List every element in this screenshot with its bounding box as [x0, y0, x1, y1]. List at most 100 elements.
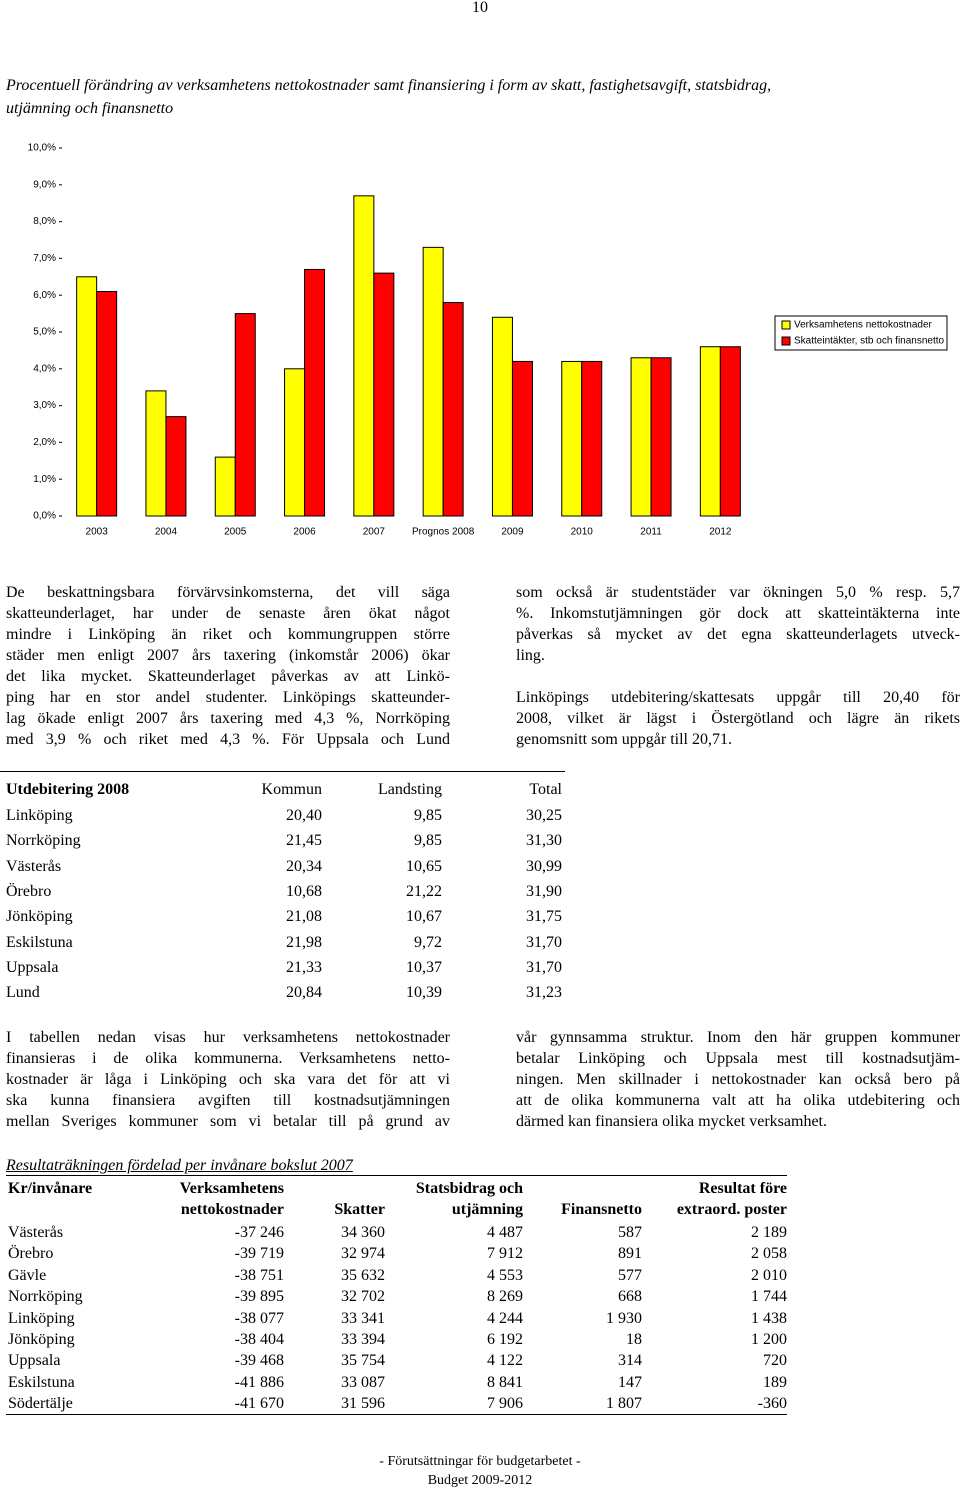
y-tick-label: 6,0%	[33, 290, 56, 301]
x-tick-label: 2011	[640, 527, 662, 538]
bar	[630, 357, 652, 517]
table-cell: 7 912	[487, 1245, 523, 1263]
bar	[304, 268, 326, 517]
row-label: Uppsala	[6, 958, 59, 976]
row-label: Norrköping	[6, 832, 81, 850]
bar	[581, 360, 603, 517]
bar	[491, 316, 513, 517]
y-tick-label: 0,0%	[33, 511, 56, 522]
row-label: Jönköping	[8, 1331, 75, 1348]
row-label: Uppsala	[8, 1352, 61, 1370]
row-label: Eskilstuna	[6, 933, 73, 951]
table-cell: 30,25	[526, 807, 562, 824]
bar	[511, 360, 533, 517]
column-header: Kr/invånare	[8, 1180, 93, 1197]
table-cell: 189	[763, 1373, 787, 1391]
column-header: Skatter	[334, 1201, 385, 1218]
table-cell: 4 244	[487, 1309, 523, 1327]
bar	[353, 195, 375, 517]
text-line: därmed kan finansiera olika mycket verks…	[516, 1113, 827, 1130]
text-line: mellan Sveriges kommuner som vi betalar …	[6, 1113, 450, 1130]
row-label: Jönköping	[6, 908, 73, 926]
table-cell: 10,37	[406, 958, 442, 976]
table-cell: Landsting	[378, 781, 442, 798]
column-header: nettokostnader	[180, 1201, 284, 1218]
table-cell: 2 058	[751, 1245, 787, 1263]
table-cell: 33 394	[341, 1331, 385, 1348]
y-tick-label: 7,0%	[33, 253, 56, 264]
table-cell: 891	[618, 1245, 642, 1263]
table-cell: -38 404	[234, 1331, 284, 1348]
table-cell: 21,45	[286, 832, 322, 850]
bar	[422, 246, 444, 517]
table-cell: 33 341	[341, 1309, 385, 1327]
table-cell: 668	[618, 1288, 642, 1306]
text-line: ling.	[516, 647, 545, 664]
legend-label: Skatteintäkter, stb och finansnetto	[794, 336, 945, 347]
rule	[0, 771, 565, 772]
footer-line: Budget 2009-2012	[427, 1473, 533, 1488]
text-line: De beskattningsbara förvärvsinkomsterna,…	[6, 584, 450, 601]
bar	[284, 368, 306, 517]
column-header: utjämning	[451, 1201, 523, 1218]
text-line: mindre i Linköping än riket och kommungr…	[6, 626, 450, 643]
table-cell: 10,68	[286, 882, 322, 900]
table-cell: 21,22	[406, 882, 442, 900]
row-label: Västerås	[8, 1224, 64, 1241]
table-cell: Total	[529, 781, 562, 798]
row-label: Gävle	[8, 1266, 47, 1284]
table-cell: 35 754	[341, 1352, 385, 1370]
bar	[165, 416, 187, 517]
table-cell: 4 487	[487, 1224, 523, 1241]
table-cell: 1 930	[606, 1309, 642, 1327]
text-line: påverkas så mycket av det egna skatteund…	[516, 626, 960, 643]
text-line: genomsnitt som uppgår till 20,71.	[516, 731, 732, 748]
row-label: Norrköping	[8, 1288, 83, 1306]
y-tick-label: 5,0%	[33, 327, 56, 338]
x-tick-label: 2012	[709, 527, 732, 538]
row-label: Linköping	[6, 807, 73, 824]
table-cell: -39 895	[234, 1288, 284, 1306]
table-cell: -37 246	[234, 1224, 284, 1241]
text-line: 2008, vilket är lägst i Östergötland och…	[516, 710, 960, 727]
table-cell: 33 087	[341, 1373, 385, 1391]
table-cell: 587	[618, 1224, 642, 1241]
legend-swatch	[781, 320, 791, 330]
legend-swatch	[781, 336, 791, 346]
y-tick-label: 9,0%	[33, 179, 56, 190]
table-cell: 8 841	[487, 1373, 523, 1391]
bar	[699, 346, 721, 517]
bar	[719, 346, 741, 517]
table-cell: 1 200	[751, 1331, 787, 1348]
table-cell: 147	[618, 1373, 642, 1391]
text-line: lag ökade enligt 2007 års taxering med 4…	[6, 710, 450, 727]
table-cell: 32 974	[341, 1245, 385, 1263]
table-cell: 314	[618, 1352, 642, 1370]
table-cell: 1 807	[606, 1395, 642, 1413]
text-line: att de olika kommunerna valt att ha olik…	[516, 1092, 960, 1109]
table-cell: 31,70	[526, 933, 562, 951]
text-line: det lika mycket. Skatteunderlaget påverk…	[6, 668, 450, 685]
table-cell: 9,72	[414, 933, 442, 951]
table-cell: 9,85	[414, 807, 442, 824]
column-header: Verksamhetens	[179, 1180, 284, 1197]
y-tick-label: 10,0%	[28, 143, 56, 154]
column-header: Resultat före	[698, 1180, 787, 1197]
bar	[76, 276, 98, 517]
text-line: ningen. Men skillnader i nettokostnader …	[516, 1071, 960, 1088]
table-cell: 35 632	[341, 1266, 385, 1284]
bar	[373, 272, 395, 517]
table-cell: 10,65	[406, 857, 442, 875]
x-tick-label: Prognos 2008	[412, 527, 475, 538]
bar	[145, 390, 167, 517]
table-cell: 21,33	[286, 958, 322, 976]
table-cell: 18	[626, 1331, 642, 1348]
table-cell: 31,70	[526, 958, 562, 976]
table-cell: -38 751	[234, 1266, 284, 1284]
text-line: städer men enligt 2007 års taxering (ink…	[6, 647, 450, 664]
table-cell: 577	[618, 1266, 642, 1284]
table-cell: -41 886	[234, 1373, 284, 1391]
column-header: extraord. poster	[676, 1201, 787, 1218]
bar	[442, 302, 464, 517]
table-cell: -38 077	[234, 1309, 284, 1327]
